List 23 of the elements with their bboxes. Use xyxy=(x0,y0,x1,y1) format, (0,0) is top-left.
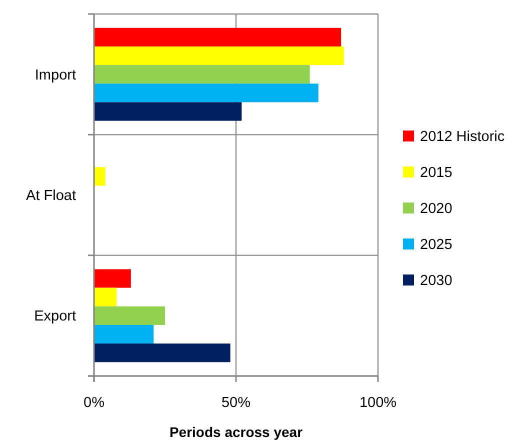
bar xyxy=(94,324,154,344)
legend-label: 2015 xyxy=(420,165,452,182)
legend-label: 2012 Historic xyxy=(420,129,505,146)
x-tick-label: 0% xyxy=(84,395,105,411)
x-tick-label: 100% xyxy=(359,395,397,411)
y-tick-label: Export xyxy=(34,308,76,325)
y-tick-label: At Float xyxy=(26,188,76,204)
bar xyxy=(94,288,117,306)
bar xyxy=(94,46,344,66)
legend-label: 2020 xyxy=(420,201,452,218)
bar xyxy=(94,306,165,325)
bar xyxy=(94,84,318,102)
y-tick-label: Import xyxy=(34,67,76,84)
bar xyxy=(94,28,342,46)
bar xyxy=(94,65,310,84)
bar xyxy=(94,269,131,288)
bar xyxy=(94,344,230,362)
legend-label: 2025 xyxy=(420,237,452,254)
x-tick-label: 50% xyxy=(221,395,251,411)
x-axis-title: Periods across year xyxy=(169,424,304,440)
legend-label: 2030 xyxy=(420,273,452,290)
bar xyxy=(94,167,106,186)
bar xyxy=(94,102,242,121)
